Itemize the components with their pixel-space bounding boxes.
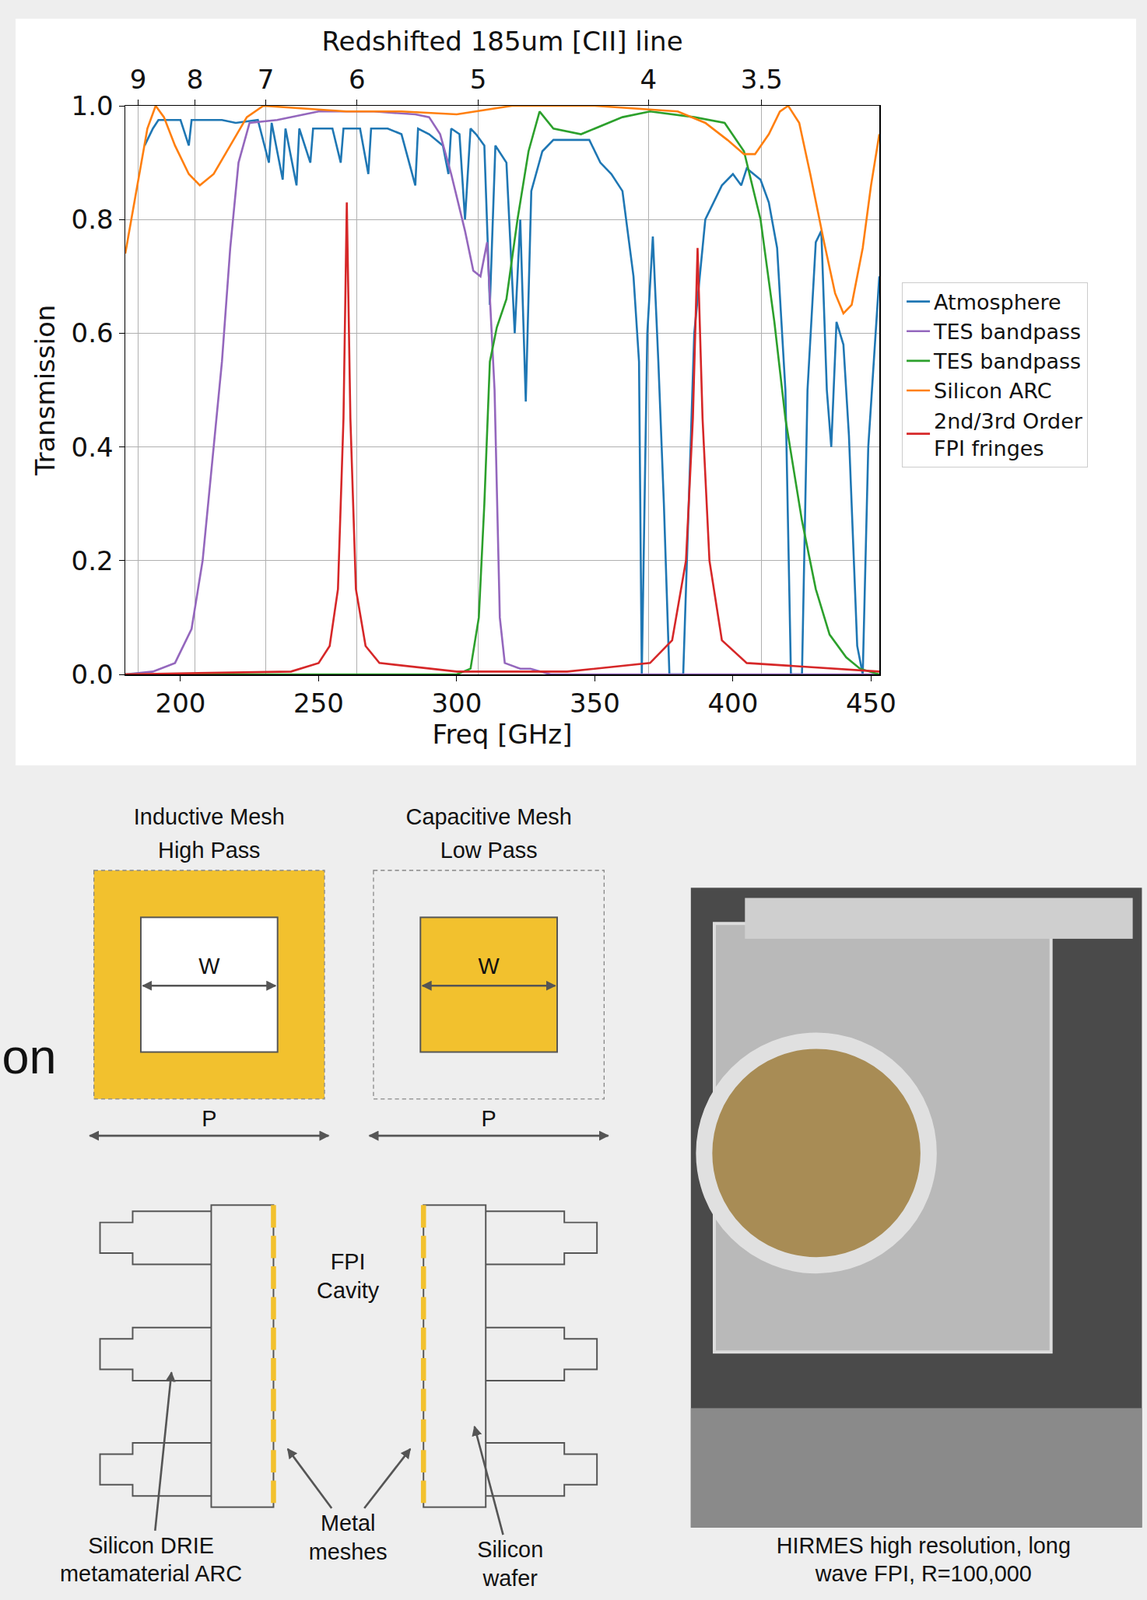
svg-text:High Pass: High Pass	[157, 838, 260, 863]
svg-text:8: 8	[186, 63, 204, 95]
svg-text:W: W	[478, 954, 501, 979]
svg-text:wave FPI, R=100,000: wave FPI, R=100,000	[814, 1561, 1032, 1587]
svg-text:9: 9	[129, 63, 148, 95]
svg-text:wafer: wafer	[481, 1566, 538, 1592]
svg-text:7: 7	[257, 63, 275, 95]
svg-text:0.0: 0.0	[71, 659, 114, 691]
svg-text:Capacitive Mesh: Capacitive Mesh	[406, 804, 572, 830]
svg-text:Atmosphere: Atmosphere	[933, 290, 1061, 315]
svg-text:0.2: 0.2	[71, 545, 114, 577]
svg-text:250: 250	[293, 687, 344, 720]
svg-text:2nd/3rd OrderFPI fringes: 2nd/3rd OrderFPI fringes	[933, 409, 1084, 461]
svg-text:Cavity: Cavity	[316, 1278, 380, 1304]
svg-text:on: on	[2, 1029, 57, 1084]
svg-text:Silicon ARC: Silicon ARC	[933, 378, 1052, 404]
svg-text:300: 300	[431, 687, 482, 720]
svg-text:200: 200	[155, 687, 207, 720]
svg-text:FPI: FPI	[330, 1249, 366, 1275]
svg-text:TES bandpass: TES bandpass	[933, 319, 1081, 344]
svg-text:metamaterial ARC: metamaterial ARC	[59, 1561, 243, 1587]
svg-text:Inductive Mesh: Inductive Mesh	[133, 804, 285, 830]
svg-text:Low Pass: Low Pass	[440, 838, 538, 863]
svg-text:Metal: Metal	[320, 1511, 376, 1537]
svg-text:HIRMES high resolution, long: HIRMES high resolution, long	[776, 1533, 1071, 1559]
svg-text:TES bandpass: TES bandpass	[933, 349, 1081, 374]
svg-text:450: 450	[845, 687, 897, 720]
svg-text:Freq [GHz]: Freq [GHz]	[432, 719, 573, 751]
svg-text:4: 4	[639, 63, 657, 95]
svg-text:Silicon DRIE: Silicon DRIE	[87, 1533, 214, 1559]
svg-text:1.0: 1.0	[71, 90, 114, 122]
svg-text:P: P	[481, 1106, 497, 1132]
svg-text:meshes: meshes	[308, 1539, 388, 1565]
svg-text:0.4: 0.4	[71, 431, 114, 464]
svg-text:400: 400	[707, 687, 758, 720]
svg-text:3.5: 3.5	[740, 63, 783, 95]
svg-text:W: W	[198, 954, 221, 979]
svg-text:0.6: 0.6	[71, 317, 114, 349]
svg-text:Silicon: Silicon	[477, 1537, 544, 1563]
svg-text:350: 350	[569, 687, 621, 720]
svg-text:Redshifted 185um [CII] line: Redshifted 185um [CII] line	[321, 25, 683, 57]
svg-text:Transmission: Transmission	[29, 305, 61, 478]
svg-text:P: P	[201, 1106, 217, 1132]
svg-text:5: 5	[470, 63, 488, 95]
svg-text:0.8: 0.8	[71, 203, 114, 236]
svg-text:6: 6	[348, 63, 366, 95]
